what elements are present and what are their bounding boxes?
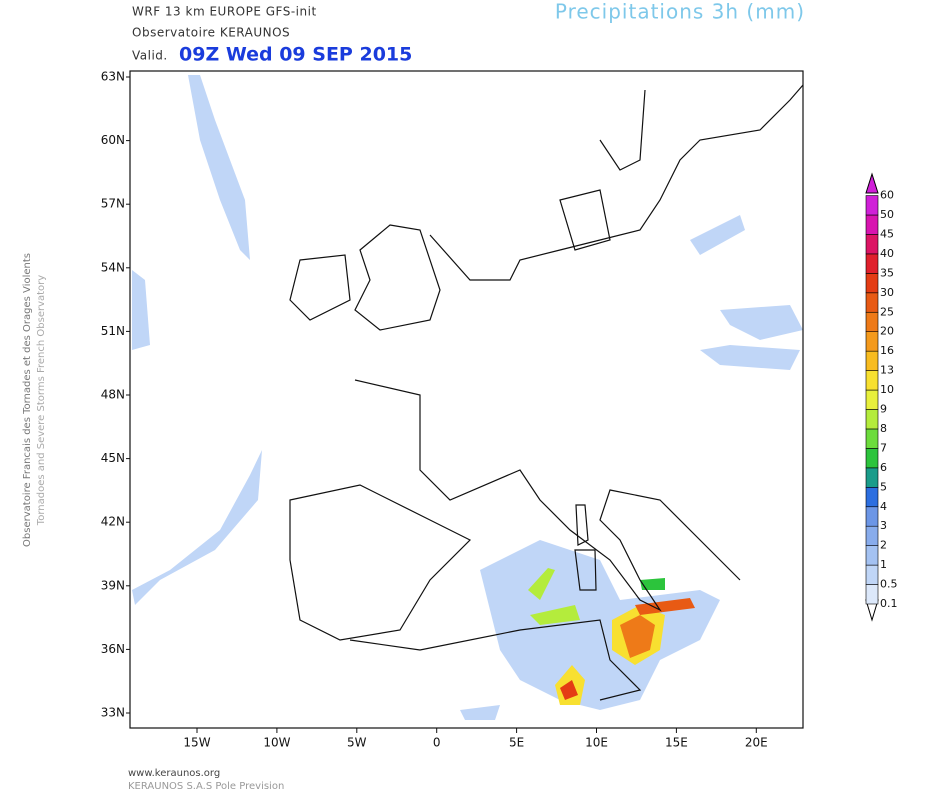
colorbar-box (865, 389, 879, 410)
source-text: Observatoire KERAUNOS (132, 26, 290, 40)
colorbar-box (865, 506, 879, 527)
colorbar-box (865, 467, 879, 488)
valid-prefix: Valid. (132, 49, 168, 63)
side-text: Observatoire Francais des Tornades et de… (22, 253, 33, 547)
colorbar-box (865, 331, 879, 352)
colorbar-box (865, 292, 879, 313)
lon-label: 5E (509, 736, 524, 750)
colorbar-box (865, 350, 879, 371)
lat-label: 51N (101, 324, 125, 338)
colorbar-label: 13 (880, 364, 894, 377)
colorbar-box (865, 409, 879, 430)
colorbar-label: 4 (880, 500, 887, 513)
colorbar-box (865, 525, 879, 546)
colorbar-label: 50 (880, 208, 894, 221)
colorbar-label: 35 (880, 266, 894, 279)
colorbar-box (865, 195, 879, 216)
colorbar-box (865, 428, 879, 449)
colorbar-box (865, 253, 879, 274)
colorbar-label: 3 (880, 519, 887, 532)
lon-label: 20E (745, 736, 768, 750)
lat-label: 54N (101, 260, 125, 274)
colorbar-label: 60 (880, 189, 894, 202)
colorbar-box (865, 545, 879, 566)
coastlines (289, 84, 804, 701)
lat-label: 63N (101, 70, 125, 84)
footer-url: www.keraunos.org (128, 768, 220, 779)
colorbar-box (865, 584, 879, 605)
colorbar-label: 0.1 (880, 597, 898, 610)
lon-label: 10E (585, 736, 608, 750)
footer-company: KERAUNOS S.A.S Pole Prevision (128, 781, 284, 792)
lat-label: 42N (101, 515, 125, 529)
lat-label: 57N (101, 197, 125, 211)
colorbar-box (865, 273, 879, 294)
colorbar-box (865, 311, 879, 333)
lat-label: 36N (101, 642, 125, 656)
colorbar-box (865, 234, 879, 255)
colorbar-label: 25 (880, 305, 894, 318)
colorbar-label: 6 (880, 461, 887, 474)
model-text: WRF 13 km EUROPE GFS-init (132, 5, 317, 19)
lat-label: 48N (101, 388, 125, 402)
side-text: Tornadoes and Severe Storms French Obser… (36, 275, 47, 526)
map-title: Precipitations 3h (mm) (555, 0, 805, 24)
lat-label: 39N (101, 578, 125, 592)
colorbar-label: 20 (880, 325, 894, 338)
colorbar-label: 2 (880, 539, 887, 552)
map (129, 70, 804, 729)
colorbar-label: 8 (880, 422, 887, 435)
colorbar-label: 1 (880, 558, 887, 571)
colorbar-label: 10 (880, 383, 894, 396)
map-frame (129, 70, 804, 729)
lon-label: 5W (347, 736, 367, 750)
colorbar-box (865, 564, 879, 585)
lat-label: 60N (101, 133, 125, 147)
colorbar-label: 30 (880, 286, 894, 299)
lat-label: 45N (101, 451, 125, 465)
colorbar-label: 0.5 (880, 578, 898, 591)
colorbar-box (865, 486, 879, 508)
colorbar-box (865, 370, 879, 391)
lon-label: 15E (665, 736, 688, 750)
valid-time: 09Z Wed 09 SEP 2015 (179, 44, 412, 66)
colorbar-label: 45 (880, 227, 894, 240)
colorbar-box (865, 448, 879, 469)
lat-label: 33N (101, 706, 125, 720)
lon-label: 10W (263, 736, 290, 750)
colorbar-label: 40 (880, 247, 894, 260)
colorbar-box (865, 214, 879, 235)
precip-core (528, 568, 695, 705)
lon-label: 15W (183, 736, 210, 750)
colorbar-label: 16 (880, 344, 894, 357)
colorbar-high-tip (865, 172, 879, 194)
colorbar-label: 5 (880, 480, 887, 493)
colorbar-label: 7 (880, 441, 887, 454)
colorbar-label: 9 (880, 403, 887, 416)
lon-label: 0 (433, 736, 441, 750)
